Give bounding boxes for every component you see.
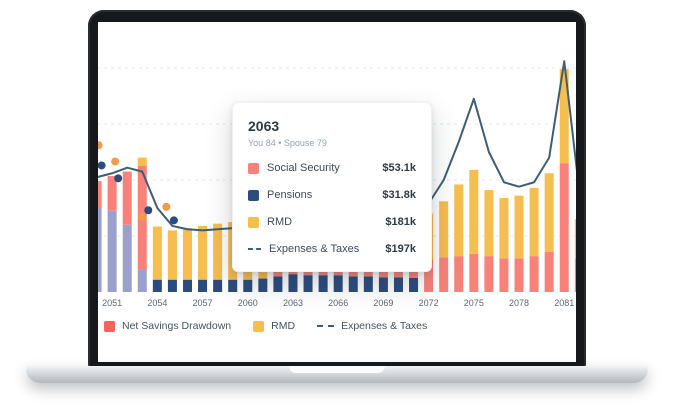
x-tick-label: 2063 (282, 298, 303, 308)
tooltip-row-expenses-taxes: Expenses & Taxes $197k (248, 242, 416, 256)
tooltip-value-expenses-taxes: $197k (385, 243, 416, 255)
x-tick-label: 2060 (237, 298, 258, 308)
x-tick-label: 2066 (328, 298, 349, 308)
tooltip-label-social-security: Social Security (267, 162, 340, 174)
social-security-swatch (248, 162, 259, 174)
x-tick-label: 2078 (509, 298, 530, 308)
pensions-swatch (248, 189, 259, 201)
laptop-base-notch (289, 366, 385, 373)
x-tick-label: 2069 (373, 298, 394, 308)
tooltip-value-pensions: $31.8k (382, 189, 416, 201)
tooltip-expenses-dashed-line-icon (248, 248, 261, 250)
tooltip-label-expenses-taxes: Expenses & Taxes (269, 243, 360, 255)
chart-tooltip: 2063 You 84 • Spouse 79 Social Security … (232, 102, 432, 272)
tooltip-label-pensions: Pensions (267, 189, 313, 201)
legend-item-expenses-taxes[interactable]: Expenses & Taxes (317, 320, 427, 332)
x-tick-label: 2051 (102, 298, 123, 308)
x-tick-label: 2075 (463, 298, 484, 308)
tooltip-year: 2063 (248, 118, 280, 134)
x-tick-label: 2057 (192, 298, 213, 308)
x-tick-label: 2081 (554, 298, 575, 308)
tooltip-row-rmd: RMD $181k (248, 215, 416, 229)
tooltip-ages: You 84 • Spouse 79 (248, 138, 327, 148)
legend-label-net-savings-drawdown: Net Savings Drawdown (122, 320, 232, 332)
x-axis-labels: 2051 2054 2057 2060 2063 2066 2069 2072 2075 2078… (98, 298, 576, 310)
x-tick-label: 2054 (147, 298, 168, 308)
legend-item-rmd[interactable]: RMD (253, 320, 295, 332)
legend-item-net-savings-drawdown[interactable]: Net Savings Drawdown (104, 320, 231, 332)
legend-label-rmd: RMD (271, 320, 296, 332)
x-tick-label: 2072 (418, 298, 439, 308)
tooltip-rmd-swatch (248, 216, 259, 228)
tooltip-rows: Social Security $53.1k Pensions $31.8k R… (248, 161, 416, 256)
tooltip-row-social-security: Social Security $53.1k (248, 161, 416, 175)
legend-label-expenses-taxes: Expenses & Taxes (341, 320, 428, 332)
chart-legend: Net Savings Drawdown RMD Expenses & Taxe… (104, 320, 427, 332)
net-savings-drawdown-swatch (104, 320, 115, 332)
tooltip-label-rmd: RMD (267, 216, 293, 228)
expenses-taxes-dashed-line-icon (317, 325, 335, 327)
tooltip-row-pensions: Pensions $31.8k (248, 188, 416, 202)
tooltip-value-social-security: $53.1k (382, 162, 416, 174)
rmd-swatch (253, 320, 265, 332)
laptop-base (26, 366, 648, 383)
tooltip-value-rmd: $181k (385, 216, 416, 228)
laptop-screen: 2051 2054 2057 2060 2063 2066 2069 2072 2075 2078… (98, 22, 576, 362)
